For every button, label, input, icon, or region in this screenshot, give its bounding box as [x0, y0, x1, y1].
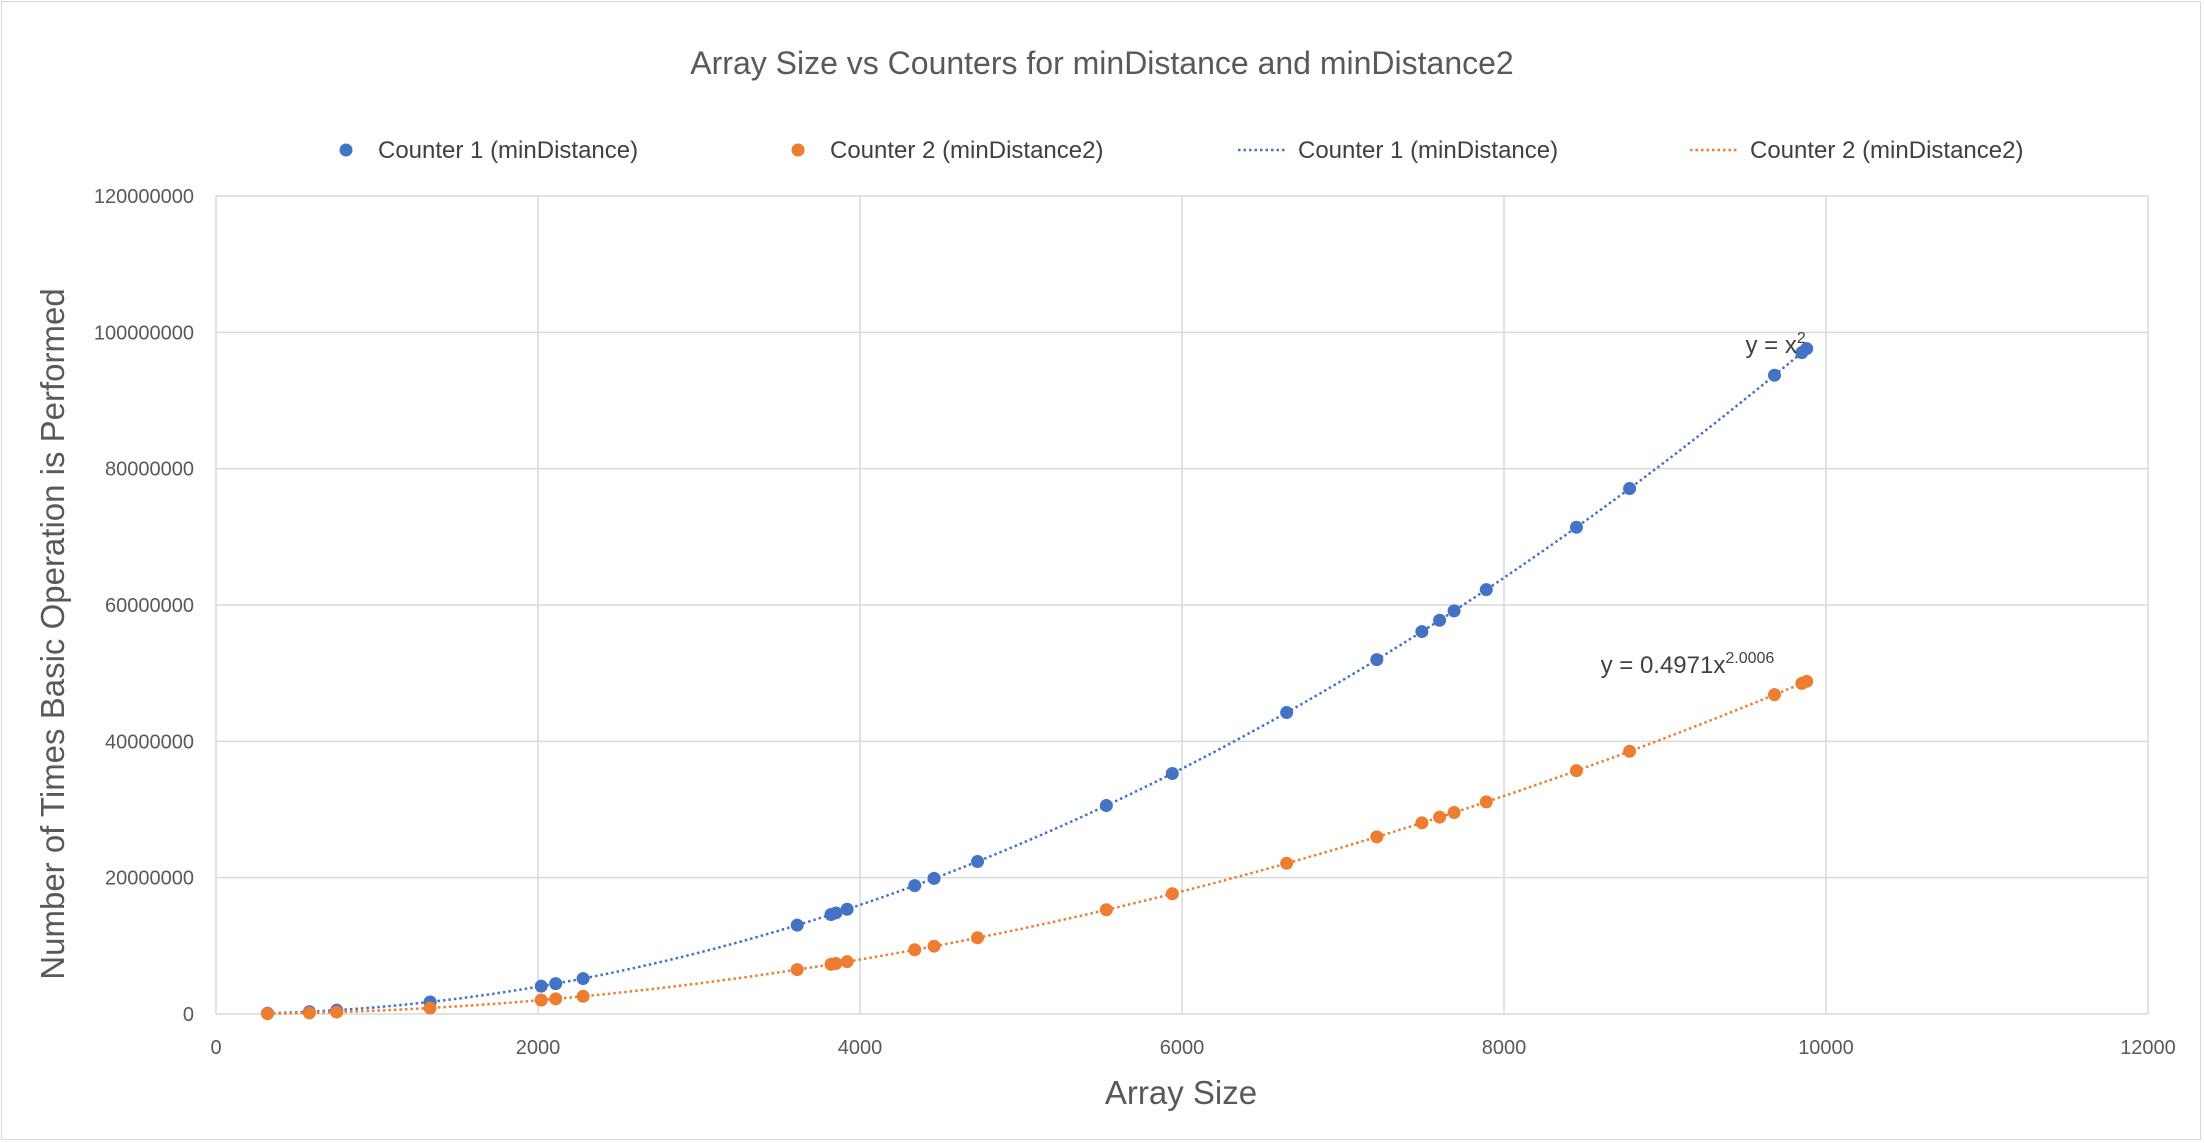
series-1-point [1165, 766, 1179, 780]
series-1-point [1370, 653, 1384, 667]
series-2-point [1447, 805, 1461, 819]
series-2-point [549, 992, 563, 1006]
series-1-point [1623, 482, 1637, 496]
y-axis-title: Number of Times Basic Operation is Perfo… [34, 288, 71, 979]
series-2-point [1370, 830, 1384, 844]
chart-title: Array Size vs Counters for minDistance a… [690, 45, 1513, 81]
series-2-point [1767, 688, 1781, 702]
series-1-point [1800, 342, 1814, 356]
series-1-point [1280, 706, 1294, 720]
data-points [261, 342, 1814, 1021]
x-tick-label: 4000 [838, 1037, 883, 1059]
series-1-point [840, 902, 854, 916]
legend-item-2: Counter 2 (minDistance2) [791, 137, 1103, 164]
series-1-point [576, 972, 590, 986]
y-tick-label: 60000000 [105, 595, 194, 617]
legend-label: Counter 2 (minDistance2) [1750, 137, 2023, 164]
legend-label: Counter 2 (minDistance2) [830, 137, 1103, 164]
x-tick-label: 10000 [1798, 1037, 1854, 1059]
series-2-point [423, 1001, 437, 1015]
series-1-point [908, 879, 922, 893]
y-tick-label: 120000000 [94, 186, 194, 208]
series-1-point [1433, 613, 1447, 627]
y-tick-label: 40000000 [105, 731, 194, 753]
trendlines [267, 347, 1808, 1015]
legend-marker-icon [791, 143, 805, 157]
series-2-point [829, 956, 843, 970]
series-1-point [1569, 520, 1583, 534]
series-2-point [330, 1005, 344, 1019]
legend-label: Counter 1 (minDistance) [378, 137, 638, 164]
series-1-point [790, 918, 804, 932]
series-1-point [549, 977, 563, 991]
trendline-1 [267, 347, 1808, 1015]
series-2-point [790, 963, 804, 977]
gridlines [215, 195, 2149, 1015]
series-2-point [840, 955, 854, 969]
x-tick-label: 8000 [1482, 1037, 1527, 1059]
series-2-point [1165, 887, 1179, 901]
series-2-point [576, 989, 590, 1003]
series-2-point [1479, 795, 1493, 809]
trendline-equations: y = x2 y = 0.4971x2.0006 [1601, 330, 1806, 679]
y-axis-ticks: 0 20000000 40000000 60000000 80000000 1000000… [94, 186, 194, 1026]
series-2-point [1433, 810, 1447, 824]
series-2-point [534, 993, 548, 1007]
legend: Counter 1 (minDistance) Counter 2 (minDis… [339, 137, 2023, 164]
series-1-point [1479, 583, 1493, 597]
series-2-point [1415, 816, 1429, 830]
y-tick-label: 100000000 [94, 322, 194, 344]
series-1-point [829, 906, 843, 920]
series-2-point [261, 1007, 275, 1021]
legend-item-4: Counter 2 (minDistance2) [1690, 137, 2023, 164]
series-2-point [908, 943, 922, 957]
series-2-point [1623, 744, 1637, 758]
series-1-point [927, 871, 941, 885]
y-tick-label: 0 [183, 1004, 194, 1026]
series-2-point [971, 931, 985, 945]
legend-item-3: Counter 1 (minDistance) [1238, 137, 1558, 164]
x-axis-ticks: 0 2000 4000 6000 8000 10000 12000 [210, 1037, 2175, 1059]
series-2-point [1800, 674, 1814, 688]
series-1-point [1415, 625, 1429, 639]
series-2-point [927, 939, 941, 953]
series-2-point [1569, 764, 1583, 778]
series-2-point [1099, 903, 1113, 917]
series-2-point [302, 1006, 316, 1020]
legend-marker-icon [339, 143, 353, 157]
y-tick-label: 80000000 [105, 459, 194, 481]
series-1-point [1447, 604, 1461, 618]
trendline-equation-1: y = x2 [1746, 330, 1806, 359]
trendline-equation-2: y = 0.4971x2.0006 [1601, 650, 1775, 679]
x-tick-label: 0 [210, 1037, 221, 1059]
x-tick-label: 6000 [1160, 1037, 1205, 1059]
x-tick-label: 12000 [2120, 1037, 2176, 1059]
series-2-point [1280, 856, 1294, 870]
series-1-point [971, 854, 985, 868]
y-tick-label: 20000000 [105, 868, 194, 890]
series-1-point [1767, 368, 1781, 382]
legend-label: Counter 1 (minDistance) [1298, 137, 1558, 164]
series-1-point [534, 979, 548, 993]
x-tick-label: 2000 [516, 1037, 561, 1059]
trendline-2 [267, 680, 1808, 1015]
series-1-point [1099, 799, 1113, 813]
legend-item-1: Counter 1 (minDistance) [339, 137, 638, 164]
x-axis-title: Array Size [1105, 1074, 1257, 1111]
